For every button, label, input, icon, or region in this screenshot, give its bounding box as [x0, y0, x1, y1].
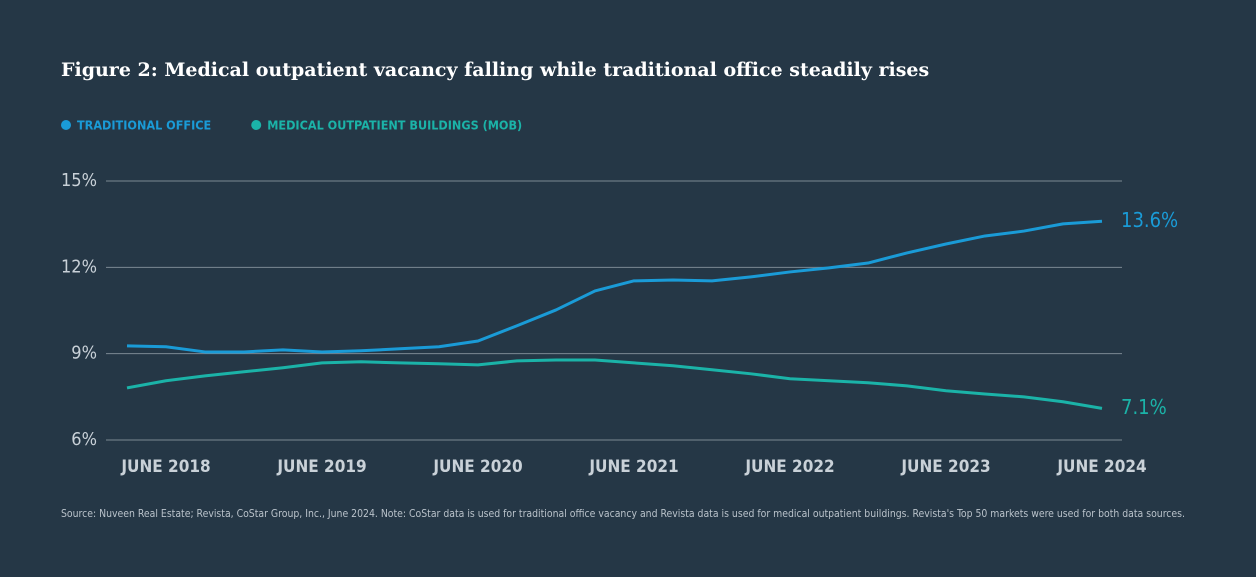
series-line: [126, 219, 1103, 354]
end-label: 13.6%: [1121, 208, 1178, 232]
x-tick-label: JUNE 2022: [744, 457, 834, 477]
end-label: 7.1%: [1121, 395, 1167, 419]
y-tick-label: 6%: [71, 429, 97, 450]
source-note: Source: Nuveen Real Estate; Revista, CoS…: [61, 508, 1185, 520]
legend-marker: [61, 120, 71, 130]
legend-label: TRADITIONAL OFFICE: [77, 118, 211, 133]
x-tick-label: JUNE 2024: [1056, 457, 1146, 477]
y-tick-label: 15%: [61, 170, 97, 191]
series-line: [126, 358, 1103, 410]
y-tick-label: 12%: [61, 256, 97, 277]
chart-title: Figure 2: Medical outpatient vacancy fal…: [61, 59, 929, 81]
legend-marker: [251, 120, 262, 130]
x-tick-label: JUNE 2020: [432, 457, 522, 477]
x-tick-label: JUNE 2023: [900, 457, 990, 477]
y-tick-label: 9%: [71, 343, 97, 364]
legend-label: MEDICAL OUTPATIENT BUILDINGS (MOB): [267, 118, 522, 133]
x-tick-label: JUNE 2018: [120, 457, 210, 477]
x-tick-label: JUNE 2021: [588, 457, 678, 477]
x-tick-label: JUNE 2019: [276, 457, 366, 477]
